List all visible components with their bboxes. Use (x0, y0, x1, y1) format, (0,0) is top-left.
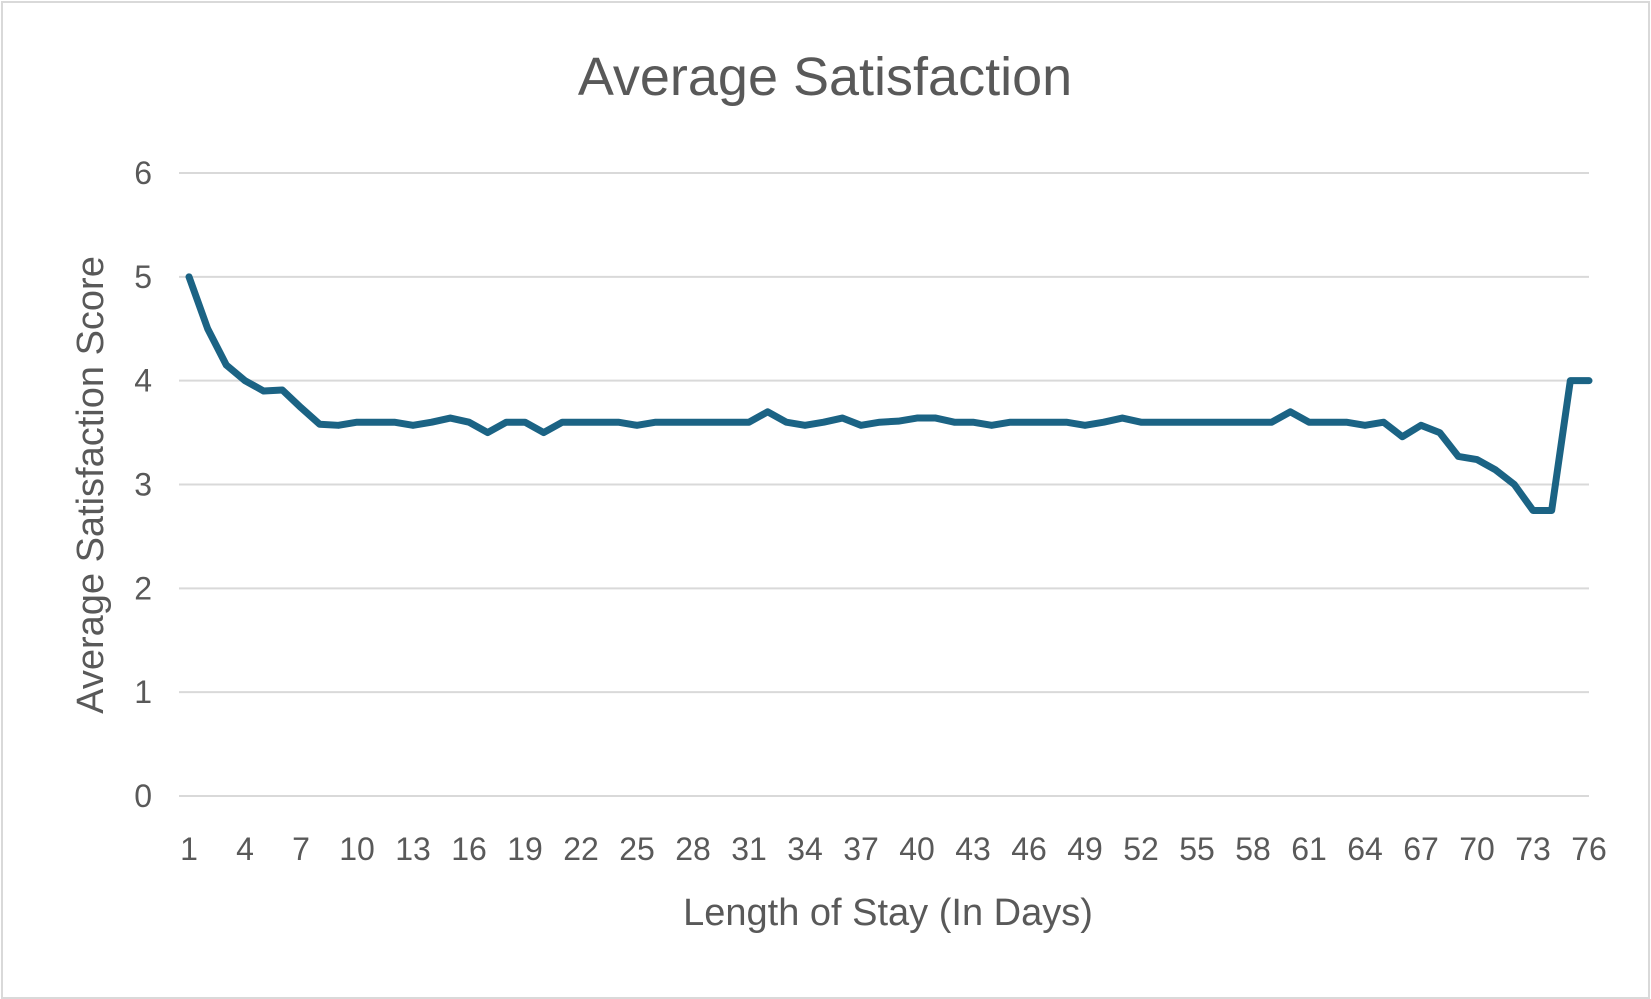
x-tick-label: 7 (292, 831, 310, 867)
x-tick-label: 28 (675, 831, 711, 867)
x-tick-label: 76 (1571, 831, 1607, 867)
x-tick-label: 16 (451, 831, 487, 867)
x-tick-label: 58 (1235, 831, 1271, 867)
x-tick-label: 22 (563, 831, 599, 867)
x-tick-label: 10 (339, 831, 375, 867)
gridlines (179, 172, 1589, 797)
x-tick-label: 13 (395, 831, 431, 867)
x-tick-label: 61 (1291, 831, 1327, 867)
chart-title: Average Satisfaction (578, 47, 1072, 107)
y-tick-label: 5 (134, 259, 152, 295)
y-tick-label: 3 (134, 467, 152, 503)
x-tick-label: 25 (619, 831, 655, 867)
x-tick-label: 34 (787, 831, 823, 867)
x-tick-label: 46 (1011, 831, 1047, 867)
x-tick-label: 67 (1403, 831, 1439, 867)
x-axis-tick-labels: 1 4 7 10 13 16 19 22 25 28 31 34 37 40 43 46 49 52 55 58 61 6… (180, 831, 1607, 867)
x-tick-label: 37 (843, 831, 879, 867)
x-tick-label: 49 (1067, 831, 1103, 867)
y-tick-label: 2 (134, 570, 152, 606)
y-tick-label: 4 (134, 363, 152, 399)
x-tick-label: 55 (1179, 831, 1215, 867)
x-tick-label: 70 (1459, 831, 1495, 867)
x-tick-label: 40 (899, 831, 935, 867)
series-line-0 (185, 273, 1593, 514)
x-tick-label: 73 (1515, 831, 1551, 867)
y-tick-label: 0 (134, 778, 152, 814)
x-tick-label: 43 (955, 831, 991, 867)
x-tick-label: 52 (1123, 831, 1159, 867)
series-layer (185, 273, 1593, 514)
x-tick-label: 4 (236, 831, 254, 867)
x-axis-title: Length of Stay (In Days) (683, 892, 1093, 934)
x-tick-label: 19 (507, 831, 543, 867)
x-tick-label: 1 (180, 831, 198, 867)
y-axis-tick-labels: 0 1 2 3 4 5 6 (134, 155, 152, 814)
y-axis-title: Average Satisfaction Score (70, 256, 112, 714)
y-tick-label: 6 (134, 155, 152, 191)
y-tick-label: 1 (134, 674, 152, 710)
x-tick-label: 64 (1347, 831, 1383, 867)
x-tick-label: 31 (731, 831, 767, 867)
